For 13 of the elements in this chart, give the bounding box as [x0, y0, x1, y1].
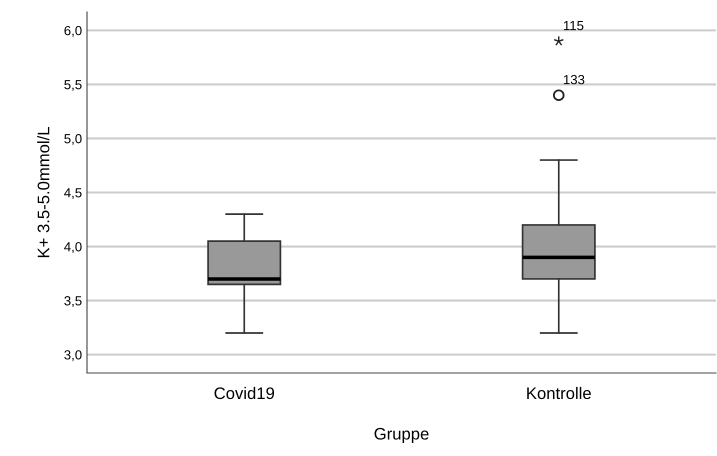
- y-tick-label: 6,0: [64, 26, 82, 37]
- annotation: 133: [564, 74, 584, 84]
- x-tick-label: Covid19: [214, 386, 274, 400]
- y-tick-label: 5,0: [64, 134, 82, 145]
- y-tick-label: 5,5: [64, 80, 82, 91]
- x-axis-title: Gruppe: [374, 428, 429, 443]
- y-tick-label: 4,0: [64, 242, 82, 254]
- y-axis-title: K+ 3.5-5.0mmol/L: [37, 127, 50, 258]
- y-tick-label: 3,0: [64, 350, 82, 362]
- y-tick-label: 4,5: [64, 188, 82, 199]
- annotation: 115: [564, 21, 584, 30]
- y-tick-label: 3,5: [64, 296, 82, 308]
- x-tick-label: Kontrolle: [527, 386, 591, 400]
